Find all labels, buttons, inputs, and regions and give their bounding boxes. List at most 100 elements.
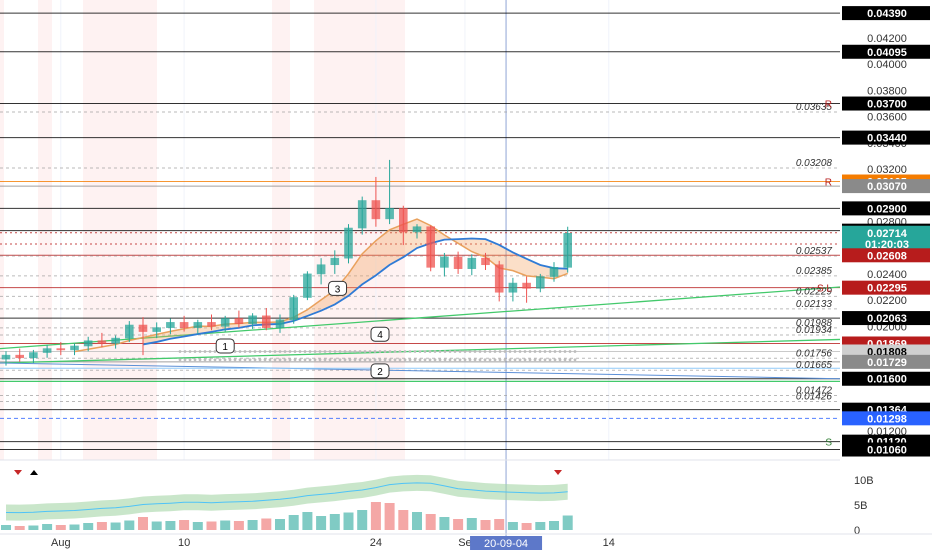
- price-badge: [842, 201, 930, 216]
- dotted-band-dot: [188, 358, 192, 362]
- sell-alert-arrow: [14, 470, 22, 475]
- candle-body[interactable]: [125, 324, 134, 339]
- dotted-band-dot: [243, 350, 247, 353]
- time-tick-label: 10: [178, 537, 190, 549]
- price-badge: [842, 354, 930, 369]
- volume-axis[interactable]: 10B 5B 0: [854, 475, 874, 537]
- candle-body[interactable]: [385, 208, 394, 220]
- candle-body[interactable]: [535, 276, 545, 289]
- dotted-band-dot: [568, 350, 572, 353]
- dotted-band-dot: [258, 358, 262, 362]
- candlesticks[interactable]: [1, 159, 573, 366]
- volume-bar: [439, 517, 450, 530]
- candle-body[interactable]: [549, 267, 559, 277]
- dotted-band-dot: [238, 358, 242, 362]
- dotted-band-dot: [473, 350, 477, 353]
- candle-body[interactable]: [56, 348, 66, 351]
- dotted-band-dot: [543, 350, 547, 353]
- volume-bar: [412, 512, 422, 530]
- dotted-band-dot: [293, 350, 297, 353]
- candle-body[interactable]: [303, 273, 312, 298]
- candle-body[interactable]: [440, 256, 449, 268]
- candle-body[interactable]: [111, 337, 120, 344]
- price-badge: [842, 6, 930, 21]
- price-tick-label: 0.04000: [867, 59, 907, 71]
- volume-pane[interactable]: [1, 470, 573, 530]
- price-pane[interactable]: 1 2 3 4 0.03635 0.03208 0.02537 0.02385 0.02229…: [0, 0, 841, 545]
- candle-body[interactable]: [398, 208, 408, 233]
- dotted-band-dot: [263, 358, 267, 362]
- candle-body[interactable]: [83, 340, 93, 347]
- candle-body[interactable]: [467, 257, 477, 269]
- candle-body[interactable]: [248, 315, 257, 325]
- candle-body[interactable]: [234, 318, 244, 325]
- candle-body[interactable]: [371, 200, 381, 220]
- dotted-band-dot: [573, 350, 577, 353]
- candle-body[interactable]: [97, 340, 107, 344]
- candle-body[interactable]: [522, 282, 531, 289]
- session-band: [0, 0, 4, 460]
- candle-body[interactable]: [316, 264, 326, 275]
- dotted-band-dot: [563, 358, 567, 362]
- candle-body[interactable]: [453, 256, 463, 269]
- wave-label-box: [370, 363, 390, 379]
- volume-bar: [192, 522, 203, 530]
- volume-bar: [42, 524, 53, 530]
- dotted-band-dot: [358, 358, 362, 362]
- candle-body[interactable]: [193, 322, 203, 328]
- candle-body[interactable]: [29, 352, 38, 359]
- candle-body[interactable]: [166, 322, 175, 328]
- dotted-band-dot: [448, 358, 452, 362]
- candle-body[interactable]: [344, 227, 353, 259]
- price-axis-background: [840, 0, 932, 550]
- dotted-band-dot: [273, 350, 277, 353]
- candle-body[interactable]: [330, 257, 340, 266]
- candle-body[interactable]: [275, 319, 285, 328]
- candle-body[interactable]: [494, 264, 504, 293]
- dotted-band-dot: [253, 350, 257, 353]
- candle-body[interactable]: [179, 322, 189, 328]
- dotted-band-dot: [368, 350, 372, 353]
- dotted-band-dot: [218, 358, 222, 362]
- candle-body[interactable]: [207, 322, 216, 327]
- dotted-band-dot: [553, 358, 557, 362]
- candle-body[interactable]: [15, 354, 24, 359]
- dotted-band-dot: [313, 350, 317, 353]
- candle-body[interactable]: [289, 297, 299, 321]
- candle-body[interactable]: [481, 257, 490, 266]
- candle-body[interactable]: [426, 226, 436, 268]
- dotted-band-dot: [478, 358, 482, 362]
- dotted-band-dot: [428, 350, 432, 353]
- volume-bar: [302, 512, 313, 530]
- candle-body[interactable]: [357, 200, 367, 229]
- price-badge-text: 01:20:03: [865, 239, 909, 251]
- dotted-band-dot: [453, 358, 457, 362]
- dotted-band-dot: [263, 350, 267, 353]
- dotted-band-dot: [213, 350, 217, 353]
- time-axis[interactable]: Aug 10 24 Se 14 20-09-04: [0, 533, 932, 550]
- dotted-band-dot: [418, 350, 422, 353]
- dotted-band-dot: [303, 358, 307, 362]
- candle-body[interactable]: [138, 324, 148, 332]
- candle-body[interactable]: [152, 327, 161, 332]
- dotted-band-dot: [208, 358, 212, 362]
- candle-body[interactable]: [261, 315, 271, 328]
- wave-label-box: [328, 280, 348, 296]
- candle-body[interactable]: [220, 318, 230, 327]
- candle-body[interactable]: [42, 348, 52, 353]
- candle-body[interactable]: [563, 232, 573, 268]
- volume-bar: [507, 522, 518, 530]
- dotted-band-dot: [278, 350, 282, 353]
- candle-body[interactable]: [412, 226, 422, 233]
- price-badge-text: 0.02608: [867, 250, 907, 262]
- level-price-label: 0.01988: [796, 318, 833, 329]
- dotted-band-dot: [538, 358, 542, 362]
- candle-body[interactable]: [70, 345, 79, 351]
- candle-body[interactable]: [1, 354, 11, 360]
- price-axis[interactable]: 0.042000.040000.038000.036000.034000.032…: [840, 0, 932, 550]
- dotted-band-dot: [438, 350, 442, 353]
- level-price-label: 0.02133: [796, 299, 833, 310]
- price-tick-label: 0.03200: [867, 164, 907, 176]
- candle-body[interactable]: [508, 282, 518, 293]
